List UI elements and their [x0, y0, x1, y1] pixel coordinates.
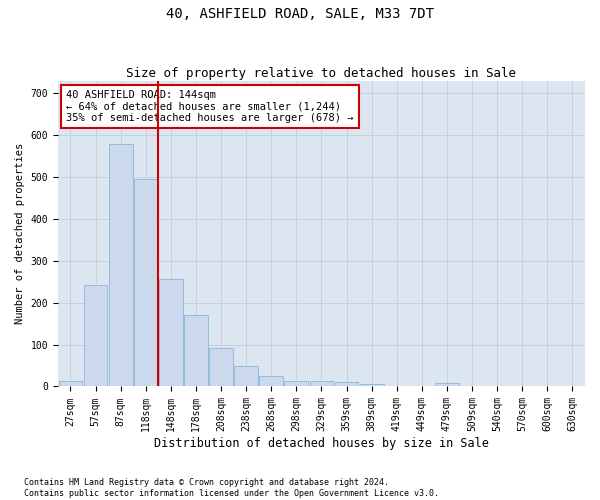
Bar: [284, 381, 308, 386]
Bar: [109, 144, 133, 386]
Text: 40 ASHFIELD ROAD: 144sqm
← 64% of detached houses are smaller (1,244)
35% of sem: 40 ASHFIELD ROAD: 144sqm ← 64% of detach…: [66, 90, 353, 123]
Text: 40, ASHFIELD ROAD, SALE, M33 7DT: 40, ASHFIELD ROAD, SALE, M33 7DT: [166, 8, 434, 22]
Bar: [335, 382, 358, 386]
Y-axis label: Number of detached properties: Number of detached properties: [15, 143, 25, 324]
Bar: [59, 381, 82, 386]
X-axis label: Distribution of detached houses by size in Sale: Distribution of detached houses by size …: [154, 437, 489, 450]
Title: Size of property relative to detached houses in Sale: Size of property relative to detached ho…: [127, 66, 517, 80]
Bar: [209, 348, 233, 387]
Bar: [159, 279, 183, 386]
Bar: [134, 179, 158, 386]
Bar: [435, 383, 459, 386]
Bar: [360, 384, 383, 386]
Text: Contains HM Land Registry data © Crown copyright and database right 2024.
Contai: Contains HM Land Registry data © Crown c…: [24, 478, 439, 498]
Bar: [259, 376, 283, 386]
Bar: [184, 316, 208, 386]
Bar: [234, 366, 258, 386]
Bar: [310, 382, 334, 386]
Bar: [83, 284, 107, 386]
